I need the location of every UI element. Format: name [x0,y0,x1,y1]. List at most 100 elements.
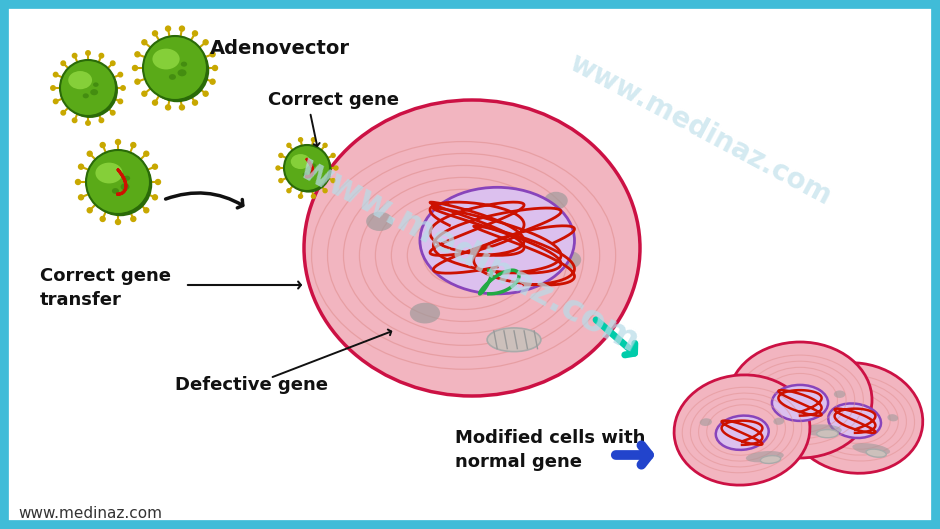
Ellipse shape [487,328,540,352]
Ellipse shape [815,398,827,406]
Ellipse shape [86,150,150,214]
Circle shape [111,111,115,115]
Circle shape [299,138,303,142]
Circle shape [279,153,283,158]
Ellipse shape [309,169,315,174]
Circle shape [212,66,217,70]
Circle shape [323,143,327,148]
Ellipse shape [143,36,207,100]
Circle shape [131,142,135,148]
Ellipse shape [866,449,886,457]
Circle shape [118,99,122,104]
Circle shape [331,179,336,183]
Text: www.medinaz.com: www.medinaz.com [18,506,162,522]
Circle shape [311,138,316,142]
Circle shape [99,118,103,123]
Ellipse shape [367,212,393,231]
Circle shape [54,72,58,77]
Ellipse shape [124,176,130,181]
Ellipse shape [112,188,119,194]
Text: Modified cells with
normal gene: Modified cells with normal gene [455,429,646,471]
Circle shape [135,52,140,57]
Ellipse shape [760,455,781,463]
Circle shape [155,179,161,185]
Circle shape [142,40,147,45]
Circle shape [133,66,137,70]
Ellipse shape [802,424,841,436]
Circle shape [101,216,105,222]
Circle shape [135,79,140,84]
Ellipse shape [887,414,899,422]
Ellipse shape [544,191,568,209]
Circle shape [180,105,184,110]
Ellipse shape [774,418,784,425]
Ellipse shape [557,251,581,269]
Ellipse shape [152,49,180,69]
Circle shape [144,208,149,213]
Text: Defective gene: Defective gene [175,376,328,394]
Ellipse shape [787,363,923,473]
Circle shape [131,216,135,222]
Circle shape [279,179,283,183]
Circle shape [116,140,120,144]
Circle shape [120,86,125,90]
Ellipse shape [303,172,307,177]
Ellipse shape [96,162,122,184]
Circle shape [142,91,147,96]
Ellipse shape [284,145,330,191]
Circle shape [51,86,55,90]
Circle shape [165,26,170,31]
Text: www.medinaz.com: www.medinaz.com [564,49,836,211]
Ellipse shape [674,375,810,485]
Circle shape [165,105,170,110]
Ellipse shape [828,404,881,438]
Ellipse shape [180,61,187,67]
Circle shape [61,111,66,115]
Circle shape [72,118,77,123]
Ellipse shape [146,38,210,102]
Ellipse shape [817,430,838,437]
Circle shape [144,151,149,156]
Circle shape [79,195,84,200]
Circle shape [116,220,120,224]
Circle shape [152,31,158,36]
Circle shape [311,194,316,198]
Ellipse shape [178,69,186,76]
Circle shape [54,99,58,104]
Ellipse shape [756,385,769,393]
Ellipse shape [715,416,769,450]
Circle shape [101,142,105,148]
Ellipse shape [286,147,332,193]
Circle shape [193,100,197,105]
Ellipse shape [304,100,640,396]
Circle shape [193,31,197,36]
Circle shape [87,151,92,156]
Circle shape [287,189,290,193]
Ellipse shape [853,443,890,455]
Circle shape [87,208,92,213]
Circle shape [299,194,303,198]
Circle shape [323,189,327,193]
Ellipse shape [699,418,712,426]
Ellipse shape [169,74,176,80]
Ellipse shape [772,385,828,421]
Circle shape [276,166,280,170]
Ellipse shape [290,154,310,169]
Circle shape [79,164,84,169]
Ellipse shape [69,71,92,89]
Circle shape [118,72,122,77]
Ellipse shape [745,451,784,462]
Circle shape [287,143,290,148]
Ellipse shape [88,152,152,216]
Text: Adenovector: Adenovector [210,39,350,58]
Circle shape [331,153,336,158]
Circle shape [152,100,158,105]
Circle shape [86,51,90,55]
Circle shape [203,91,208,96]
Circle shape [152,195,158,200]
Circle shape [75,179,81,185]
Ellipse shape [93,83,99,87]
Ellipse shape [311,163,316,167]
Ellipse shape [834,390,845,398]
Ellipse shape [420,187,574,294]
